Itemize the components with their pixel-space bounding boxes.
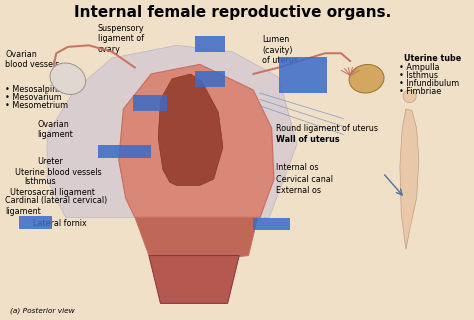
Bar — [253, 218, 290, 230]
Polygon shape — [135, 217, 258, 260]
Bar — [133, 95, 167, 111]
Text: Lumen
(cavity)
of uterus: Lumen (cavity) of uterus — [262, 35, 298, 65]
Polygon shape — [119, 64, 274, 217]
Text: Wall of uterus: Wall of uterus — [276, 135, 340, 144]
Polygon shape — [400, 109, 419, 249]
Text: External os: External os — [276, 186, 321, 195]
Polygon shape — [149, 256, 239, 303]
Ellipse shape — [403, 90, 416, 103]
Ellipse shape — [349, 65, 384, 93]
Bar — [98, 145, 151, 158]
Polygon shape — [158, 74, 223, 186]
Text: Lateral fornix: Lateral fornix — [33, 219, 87, 228]
Text: • Mesosalpinx: • Mesosalpinx — [5, 85, 62, 94]
Bar — [195, 36, 225, 52]
Bar — [279, 81, 327, 93]
Text: Round ligament of uterus: Round ligament of uterus — [276, 124, 378, 133]
Text: Uterosacral ligament: Uterosacral ligament — [10, 188, 95, 197]
Text: Cardinal (lateral cervical)
ligament: Cardinal (lateral cervical) ligament — [5, 196, 108, 216]
Text: • Ampulla: • Ampulla — [399, 63, 439, 72]
Text: Uterine tube: Uterine tube — [403, 53, 461, 62]
Text: • Mesometrium: • Mesometrium — [5, 101, 68, 110]
Bar — [279, 57, 327, 69]
Text: (a) Posterior view: (a) Posterior view — [10, 307, 74, 314]
Text: Internal os: Internal os — [276, 164, 319, 172]
Text: Cervical canal: Cervical canal — [276, 175, 333, 184]
Text: Isthmus: Isthmus — [24, 177, 55, 186]
Bar — [195, 71, 225, 87]
Text: Ovarian
ligament: Ovarian ligament — [38, 120, 73, 140]
Polygon shape — [47, 45, 297, 217]
Text: Suspensory
ligament of
ovary: Suspensory ligament of ovary — [98, 24, 145, 54]
Text: • Infundibulum: • Infundibulum — [399, 79, 459, 88]
Ellipse shape — [50, 63, 86, 94]
Bar — [19, 216, 52, 228]
Text: • Fimbriae: • Fimbriae — [399, 87, 441, 96]
Text: Internal female reproductive organs.: Internal female reproductive organs. — [73, 5, 391, 20]
Text: Ovarian
blood vessels: Ovarian blood vessels — [5, 50, 60, 69]
Text: Uterine blood vessels: Uterine blood vessels — [15, 168, 101, 177]
Text: Ureter: Ureter — [38, 157, 64, 166]
Text: • Mesovarium: • Mesovarium — [5, 93, 62, 102]
Bar — [279, 69, 327, 81]
Text: • Isthmus: • Isthmus — [399, 71, 438, 80]
